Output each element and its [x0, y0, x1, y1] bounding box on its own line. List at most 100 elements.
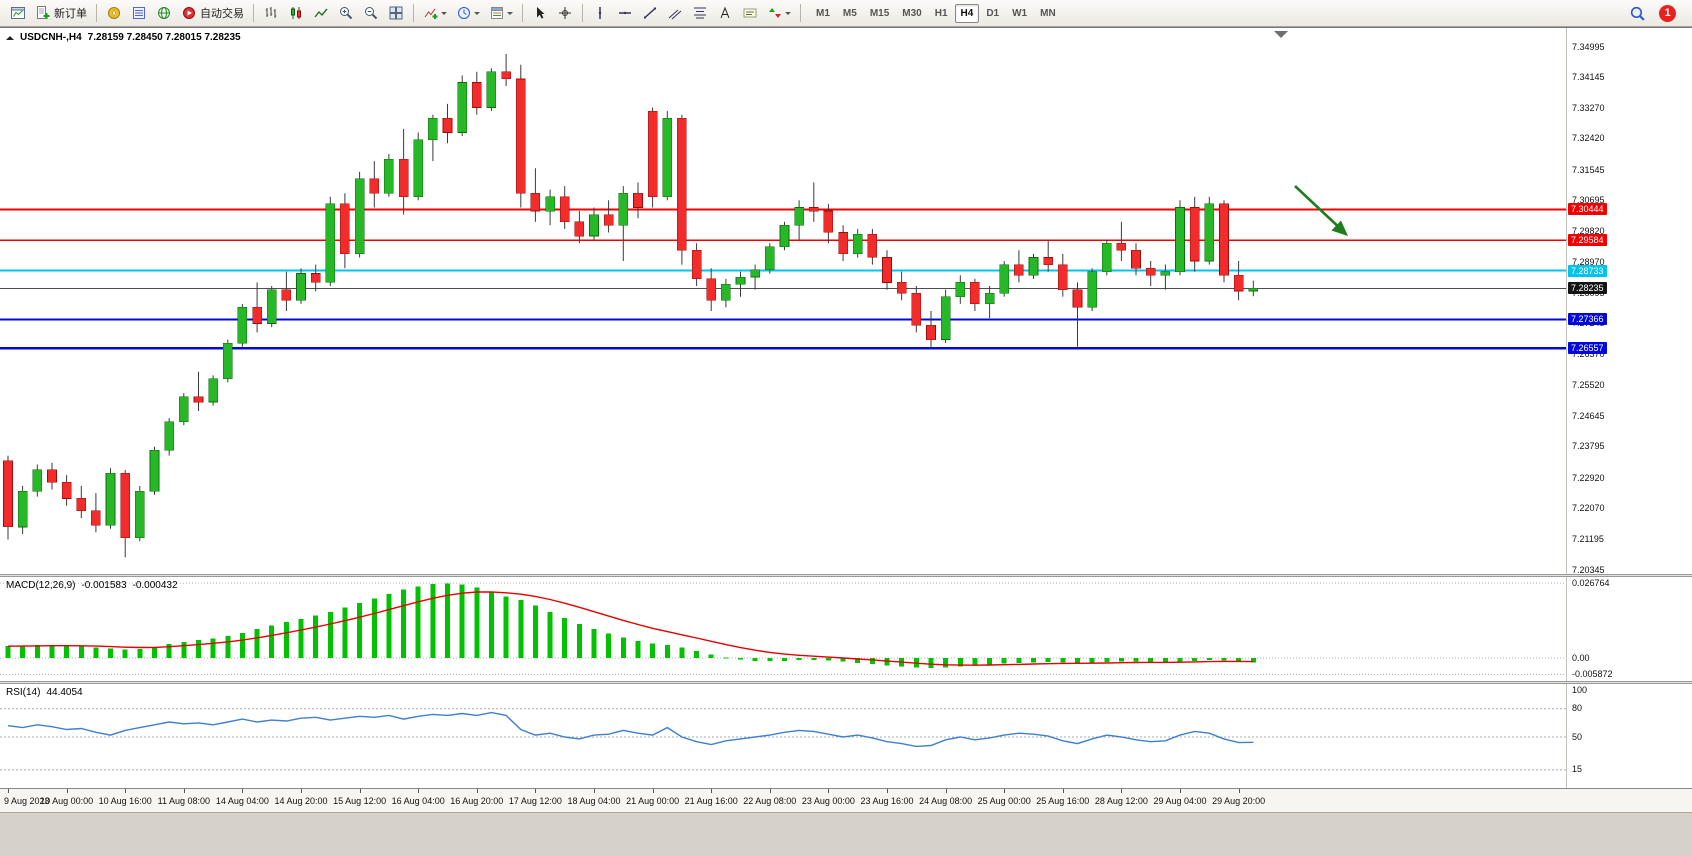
- candle-body: [1014, 264, 1024, 276]
- candle-body: [398, 159, 409, 198]
- bar-chart-icon: [265, 7, 277, 18]
- timeframe-m5-button[interactable]: M5: [842, 7, 857, 19]
- candle-body: [486, 71, 497, 108]
- macd-bar: [708, 654, 714, 658]
- crosshair-button[interactable]: [553, 2, 577, 24]
- candle-body: [1028, 257, 1039, 276]
- macd-bar: [357, 603, 363, 658]
- rsi-chart[interactable]: [0, 684, 1566, 788]
- toolbar-separator: [522, 4, 523, 22]
- macd-chart[interactable]: [0, 577, 1566, 681]
- profiles-button[interactable]: [102, 2, 126, 24]
- zoom-in-button[interactable]: [334, 2, 358, 24]
- candle-body: [237, 307, 248, 344]
- macd-bar: [1118, 658, 1124, 662]
- market-watch-icon: [133, 7, 145, 19]
- candle-body: [633, 192, 643, 208]
- time-axis-label: 29 Aug 04:00: [1153, 796, 1207, 806]
- rsi-axis[interactable]: 100 80 50 15: [1566, 684, 1692, 788]
- candle-body: [369, 178, 380, 194]
- macd-bar: [1060, 658, 1066, 663]
- templates-button[interactable]: [485, 2, 517, 24]
- time-axis-label: 9 Aug 2023: [4, 796, 50, 806]
- timeframe-m1-button[interactable]: M1: [816, 7, 830, 19]
- community-button[interactable]: [152, 2, 176, 24]
- candle-body: [354, 178, 365, 255]
- macd-bar: [664, 644, 670, 658]
- candle-body: [750, 269, 760, 278]
- macd-bar: [1104, 658, 1110, 663]
- macd-bar: [78, 646, 84, 658]
- arrow-annotation[interactable]: [1294, 185, 1345, 233]
- candlestick-chart-button[interactable]: [284, 2, 308, 24]
- candle-body: [281, 289, 292, 301]
- time-axis[interactable]: 9 Aug 2023 10 Aug 00:00 10 Aug 16:00 11 Aug…: [0, 788, 1692, 812]
- cursor-button[interactable]: [528, 2, 552, 24]
- candle-body: [1175, 207, 1185, 273]
- notification-badge[interactable]: 1: [1659, 4, 1676, 22]
- timeframe-m15-button[interactable]: M15: [869, 7, 890, 19]
- candle-body: [823, 210, 834, 233]
- zoom-out-button[interactable]: [359, 2, 383, 24]
- rsi-panel[interactable]: 100 80 50 15 RSI(14) 44.4054: [0, 684, 1692, 788]
- macd-axis[interactable]: 0.026764 0.00 -0.005872: [1566, 577, 1692, 681]
- bar-chart-button[interactable]: [259, 2, 283, 24]
- fibonacci-icon: [694, 7, 706, 19]
- macd-bar: [957, 658, 963, 667]
- macd-bar: [137, 648, 143, 658]
- candle-body: [266, 289, 277, 324]
- timeframe-mn-button[interactable]: MN: [1040, 7, 1056, 19]
- new-order-button[interactable]: 新订单: [31, 2, 91, 24]
- candle-body: [471, 82, 482, 108]
- time-axis-label: 10 Aug 16:00: [98, 796, 152, 806]
- panel-splitter[interactable]: [0, 574, 1692, 577]
- trendline-button[interactable]: [638, 2, 662, 24]
- macd-bar: [1206, 658, 1212, 661]
- candle-body: [691, 250, 702, 280]
- arrow-annotation-head[interactable]: [1331, 220, 1349, 237]
- vertical-line-button[interactable]: [588, 2, 612, 24]
- price-axis-label: 7.26370: [1572, 349, 1605, 360]
- text-button[interactable]: [713, 2, 737, 24]
- macd-axis-label: 0.026764: [1572, 577, 1610, 588]
- price-panel[interactable]: 7.34995 7.34145 7.33270 7.32420 7.31545 7.306…: [0, 28, 1692, 575]
- text-label-button[interactable]: [738, 2, 762, 24]
- timeframe-m30-button[interactable]: M30: [902, 7, 922, 19]
- fibonacci-button[interactable]: [688, 2, 712, 24]
- horizontal-line-button[interactable]: [613, 2, 637, 24]
- candle-body: [252, 307, 262, 324]
- indicators-button[interactable]: [419, 2, 451, 24]
- timeframe-h1-button[interactable]: H1: [934, 7, 948, 19]
- hline-price-tag: 7.26557: [1568, 342, 1607, 355]
- candle-body: [179, 396, 189, 423]
- cursor-arrow-icon: [537, 7, 545, 19]
- market-watch-button[interactable]: [127, 2, 151, 24]
- time-tick: [301, 789, 302, 793]
- rsi-header: RSI(14) 44.4054: [6, 687, 83, 698]
- candlestick-chart[interactable]: [0, 28, 1566, 574]
- timeframe-w1-button[interactable]: W1: [1012, 7, 1028, 19]
- price-axis-label: 7.23795: [1572, 441, 1605, 452]
- new-chart-button[interactable]: [6, 2, 30, 24]
- chart-window: 7.34995 7.34145 7.33270 7.32420 7.31545 7.306…: [0, 27, 1692, 856]
- macd-bar: [576, 623, 582, 658]
- chart-shift-marker[interactable]: [1274, 31, 1288, 38]
- macd-bar: [415, 586, 421, 658]
- timeframe-d1-button[interactable]: D1: [986, 7, 1000, 19]
- macd-bar: [210, 638, 216, 658]
- search-button[interactable]: [1625, 2, 1650, 24]
- one-click-trading-icon[interactable]: [6, 32, 14, 40]
- rsi-axis-label: 50: [1572, 731, 1583, 742]
- candle-body: [764, 246, 775, 271]
- time-tick: [66, 789, 68, 793]
- autotrading-button[interactable]: 自动交易: [177, 2, 248, 24]
- tile-windows-button[interactable]: [384, 2, 408, 24]
- panel-splitter[interactable]: [0, 681, 1692, 684]
- line-chart-button[interactable]: [309, 2, 333, 24]
- periods-button[interactable]: [452, 2, 484, 24]
- timeframe-h4-button[interactable]: H4: [954, 3, 980, 23]
- price-axis[interactable]: 7.34995 7.34145 7.33270 7.32420 7.31545 7.306…: [1566, 28, 1692, 575]
- macd-panel[interactable]: 0.026764 0.00 -0.005872 MACD(12,26,9) -0.0…: [0, 577, 1692, 681]
- equidistant-channel-button[interactable]: [663, 2, 687, 24]
- arrows-button[interactable]: [763, 2, 795, 24]
